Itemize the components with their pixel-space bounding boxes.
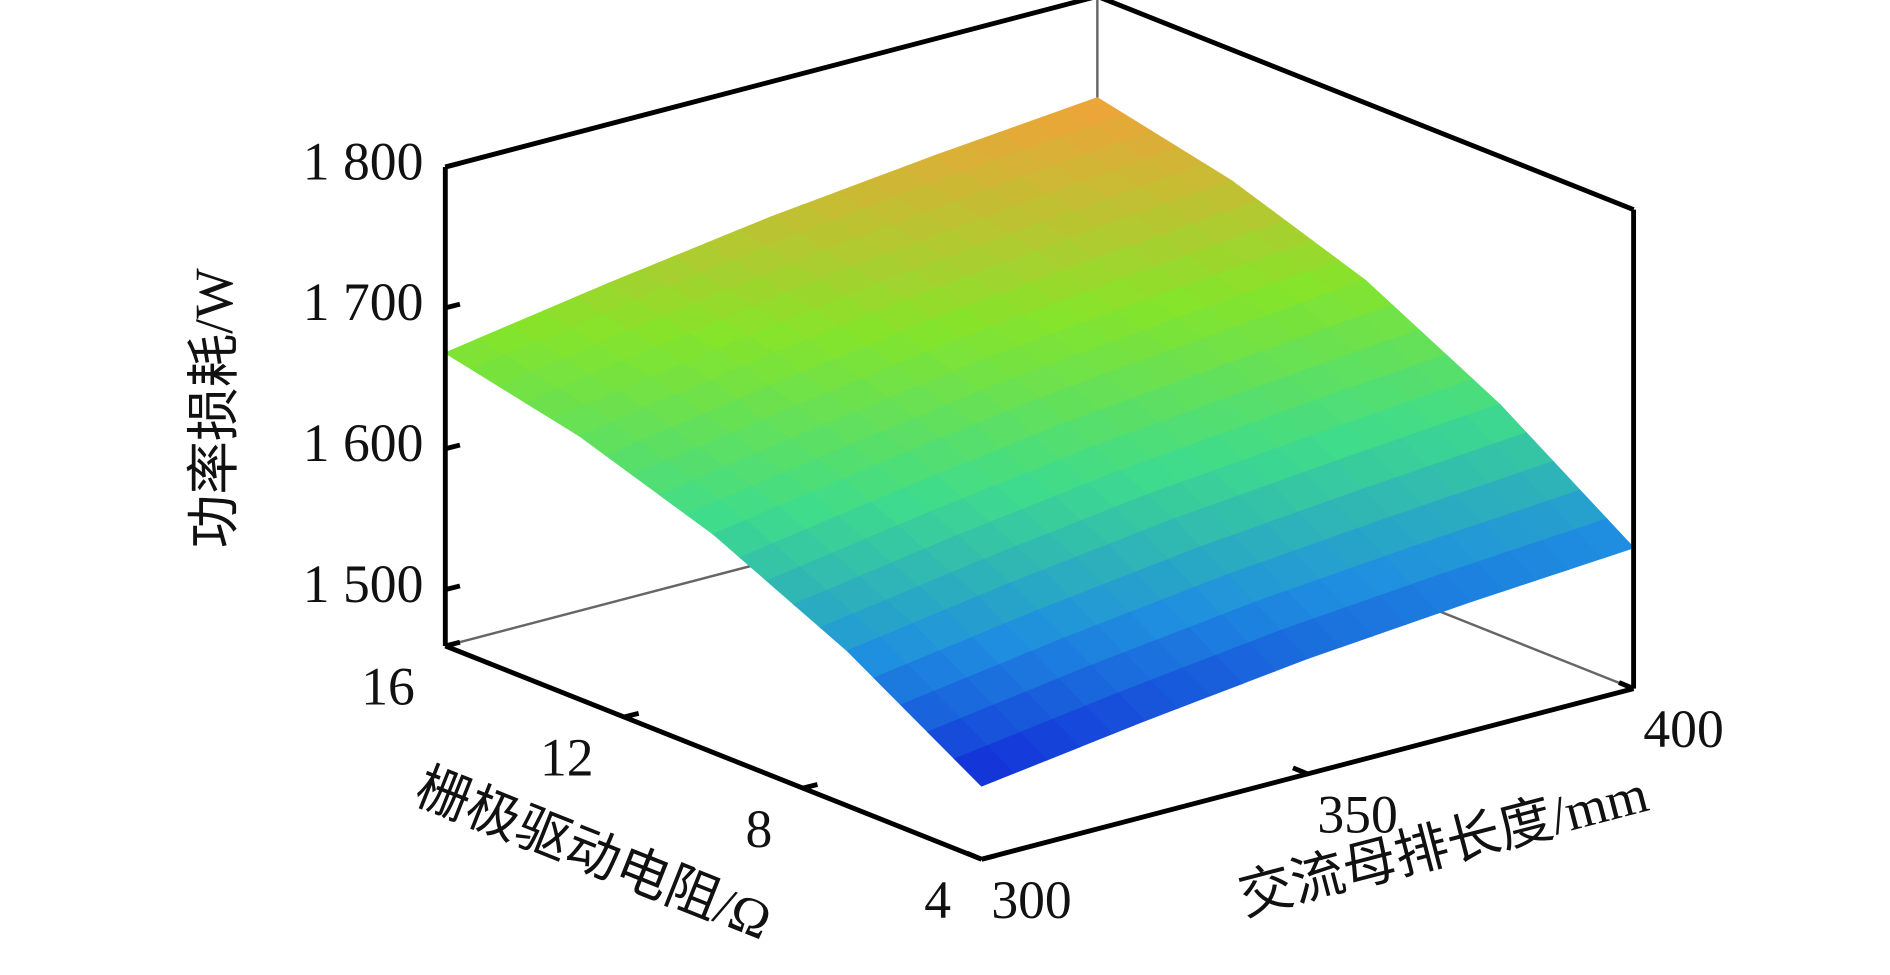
axes-front: 1 500 1 600 1 700 1 800 4 8 12 16 300 350 400 bbox=[303, 0, 1724, 930]
y-tick bbox=[802, 782, 819, 791]
z-tick bbox=[444, 583, 461, 592]
y-tick-label: 8 bbox=[746, 799, 773, 859]
box-edge bbox=[444, 643, 983, 862]
x-tick-label: 350 bbox=[1317, 785, 1397, 845]
z-tick-label: 1 500 bbox=[303, 554, 424, 614]
y-tick bbox=[623, 711, 640, 720]
y-tick bbox=[980, 853, 997, 862]
x-tick-label: 400 bbox=[1643, 699, 1723, 759]
y-axis-label: 栅极驱动电阻/Ω bbox=[408, 756, 780, 951]
y-tick-label: 12 bbox=[540, 728, 594, 788]
box-edge bbox=[444, 0, 1094, 170]
x-axis-label: 交流母排长度/mm bbox=[1232, 763, 1654, 927]
z-tick-label: 1 700 bbox=[303, 272, 424, 332]
z-tick bbox=[444, 160, 461, 170]
x-tick bbox=[966, 850, 983, 862]
z-tick bbox=[444, 442, 461, 452]
y-tick-label: 16 bbox=[361, 657, 415, 717]
surface bbox=[443, 97, 1635, 787]
surface-patch bbox=[953, 745, 1016, 787]
x-tick bbox=[1618, 680, 1635, 691]
y-tick bbox=[444, 639, 461, 649]
y-tick-label: 4 bbox=[924, 870, 951, 930]
z-tick-label: 1 800 bbox=[303, 131, 424, 191]
z-tick-label: 1 600 bbox=[303, 413, 424, 473]
x-tick-label: 300 bbox=[991, 870, 1071, 930]
z-tick bbox=[444, 301, 461, 311]
z-axis-label: 功率损耗/W bbox=[184, 268, 244, 548]
box-edge bbox=[1099, 0, 1635, 212]
x-tick bbox=[1292, 765, 1309, 777]
